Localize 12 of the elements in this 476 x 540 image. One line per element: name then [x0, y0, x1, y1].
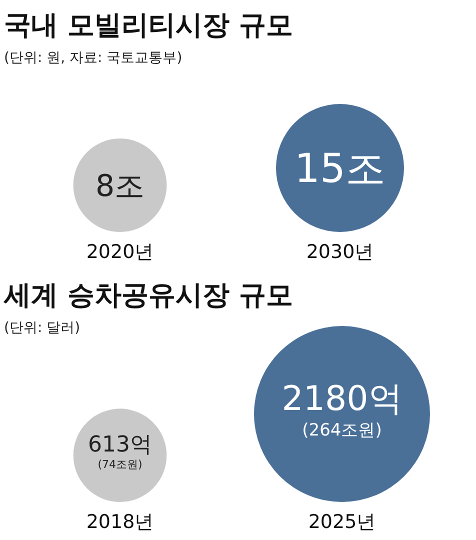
text: 세계 승차공유시장 규모 [3, 280, 293, 311]
category-label: 2018년 [86, 511, 154, 533]
data-label: 613억 (74조원) [88, 432, 152, 471]
data-label: 2180억 (264조원) [282, 379, 402, 440]
text: 국내 모빌리티시장 규모 [4, 10, 293, 41]
category-label: 2025년 [308, 511, 376, 533]
category-label: 2030년 [306, 241, 374, 263]
data-label: 15조 [294, 146, 386, 192]
category-label: 2020년 [86, 241, 154, 263]
data-label: 8조 [95, 168, 145, 204]
text: (단위: 달러) [4, 320, 80, 336]
text: (단위: 원, 자료: 국토교통부) [4, 50, 182, 66]
